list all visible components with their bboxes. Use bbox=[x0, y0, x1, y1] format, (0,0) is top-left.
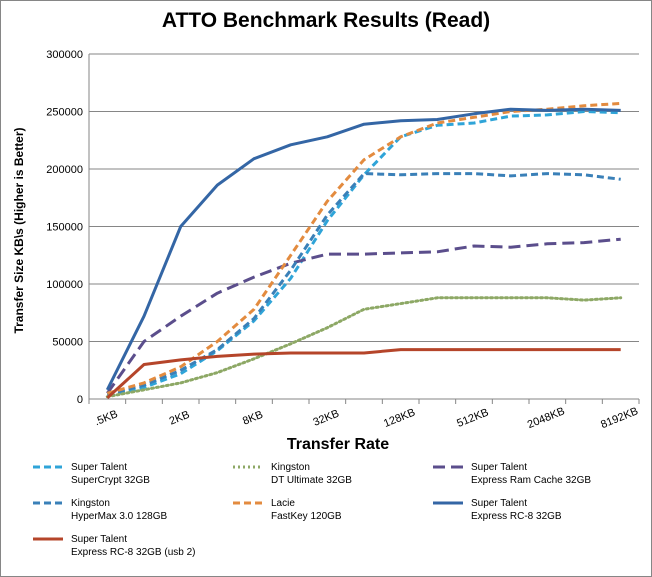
series-line-2 bbox=[106, 237, 621, 395]
x-tick-label: 2KB bbox=[168, 409, 192, 428]
legend-label-line2: SuperCrypt 32GB bbox=[71, 475, 150, 486]
legend-swatch bbox=[433, 465, 463, 469]
legend-item: Kingston DT Ultimate 32GB bbox=[229, 461, 429, 495]
series-line-3 bbox=[106, 172, 621, 396]
legend-label: Kingston HyperMax 3.0 128GB bbox=[71, 497, 167, 523]
legend-label-line1: Super Talent bbox=[471, 498, 527, 509]
legend-item: Lacie FastKey 120GB bbox=[229, 497, 429, 531]
legend-swatch bbox=[33, 537, 63, 541]
chart-plot: 0 50000 100000 150000 200000 250000 300000 .5KB… bbox=[12, 49, 640, 453]
legend-label-line1: Kingston bbox=[271, 462, 310, 473]
legend-label: Kingston DT Ultimate 32GB bbox=[271, 461, 352, 487]
legend-label: Lacie FastKey 120GB bbox=[271, 497, 342, 523]
y-tick-label: 300000 bbox=[46, 49, 83, 61]
y-axis-title: Transfer Size KB\s (Higher is Better) bbox=[12, 127, 26, 333]
legend-swatch bbox=[233, 465, 263, 469]
legend-label-line1: Kingston bbox=[71, 498, 110, 509]
y-tick-label: 200000 bbox=[46, 164, 83, 176]
legend-item: Super Talent SuperCrypt 32GB bbox=[29, 461, 229, 495]
legend-item: Super Talent Express RC-8 32GB (usb 2) bbox=[29, 533, 229, 567]
legend-item: Kingston HyperMax 3.0 128GB bbox=[29, 497, 229, 531]
series-line-1 bbox=[105, 296, 623, 399]
y-tick-label: 250000 bbox=[46, 107, 83, 119]
legend-label-line2: FastKey 120GB bbox=[271, 511, 342, 522]
legend-label-line1: Super Talent bbox=[71, 462, 127, 473]
legend-item: Super Talent Express Ram Cache 32GB bbox=[429, 461, 629, 495]
legend-label: Super Talent Express RC-8 32GB (usb 2) bbox=[71, 533, 196, 559]
legend-swatch bbox=[433, 501, 463, 505]
legend-label-line2: HyperMax 3.0 128GB bbox=[71, 511, 168, 522]
series-line-0 bbox=[106, 110, 621, 398]
x-tick-label: .5KB bbox=[93, 408, 120, 428]
y-tick-label: 0 bbox=[77, 394, 83, 406]
x-tick-label: 128KB bbox=[382, 406, 417, 429]
x-tick-label: 8192KB bbox=[599, 405, 640, 431]
y-tick-label: 100000 bbox=[46, 279, 83, 291]
legend-label-line2: DT Ultimate 32GB bbox=[271, 475, 352, 486]
legend-label-line1: Super Talent bbox=[471, 462, 527, 473]
y-tick-label: 150000 bbox=[46, 222, 83, 234]
legend-swatch bbox=[33, 501, 63, 505]
y-tick-label: 50000 bbox=[52, 337, 83, 349]
series-line-5 bbox=[105, 107, 621, 391]
legend-label-line1: Lacie bbox=[271, 498, 295, 509]
legend-label: Super Talent Express Ram Cache 32GB bbox=[471, 461, 591, 487]
x-tick-label: 32KB bbox=[311, 408, 340, 429]
legend-label: Super Talent SuperCrypt 32GB bbox=[71, 461, 150, 487]
legend-label: Super Talent Express RC-8 32GB bbox=[471, 497, 562, 523]
legend-label-line2: Express RC-8 32GB (usb 2) bbox=[71, 547, 196, 558]
legend-swatch bbox=[233, 501, 263, 505]
legend-label-line1: Super Talent bbox=[71, 534, 127, 545]
chart-title: ATTO Benchmark Results (Read) bbox=[161, 9, 491, 32]
chart-legend: Super Talent SuperCrypt 32GB Kingston DT Ul… bbox=[29, 461, 639, 571]
legend-swatch bbox=[33, 465, 63, 469]
legend-item: Super Talent Express RC-8 32GB bbox=[429, 497, 629, 531]
x-tick-label: 512KB bbox=[455, 406, 490, 429]
series-line-6 bbox=[106, 348, 621, 400]
legend-label-line2: Express Ram Cache 32GB bbox=[471, 475, 592, 486]
x-tick-label: 2048KB bbox=[526, 405, 567, 431]
legend-label-line2: Express RC-8 32GB bbox=[471, 511, 562, 522]
x-axis-title: Transfer Rate bbox=[287, 436, 389, 453]
x-tick-label: 8KB bbox=[241, 409, 265, 428]
